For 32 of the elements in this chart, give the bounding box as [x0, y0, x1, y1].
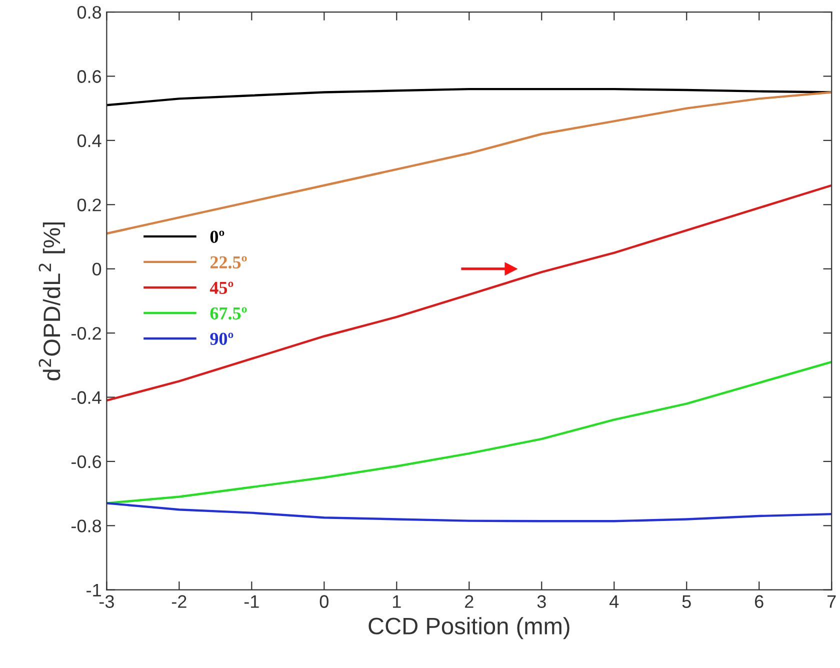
x-tick-label: 1 — [393, 595, 401, 608]
legend-label: 45º — [210, 282, 234, 294]
x-tick-label: 4 — [610, 595, 619, 608]
legend-label: 0º — [210, 230, 224, 243]
x-tick-label: -1 — [244, 595, 259, 608]
x-tick-label: 5 — [682, 595, 691, 608]
x-tick-label: 6 — [755, 595, 764, 608]
line-series — [106, 502, 832, 522]
y-axis-title: d$^{2}$OPD/dL$^{2}$ [%] — [38, 222, 65, 380]
y-tick-label: -1 — [86, 584, 101, 596]
y-tick-label: 0.6 — [77, 70, 102, 83]
y-tick-label: 0.2 — [77, 198, 101, 212]
x-tick-label: 3 — [537, 595, 546, 608]
x-tick-label: -2 — [172, 595, 186, 608]
line-series — [106, 88, 832, 106]
x-tick-label: 2 — [465, 595, 474, 608]
legend-label: 22.5º — [210, 256, 247, 269]
y-tick-label: -0.6 — [72, 455, 102, 468]
line-series — [106, 360, 832, 504]
y-tick-label: -0.4 — [72, 391, 102, 404]
y-tick-label: 0 — [92, 262, 102, 276]
x-tick-label: -3 — [99, 595, 114, 608]
y-tick-label: -0.2 — [72, 326, 101, 340]
y-tick-label: 0.4 — [77, 134, 102, 148]
y-tick-label: 0.8 — [77, 6, 102, 19]
x-axis-title: CCD Position (mm) — [368, 617, 570, 640]
x-tick-label: 0 — [320, 595, 328, 608]
y-tick-label: -0.8 — [72, 520, 102, 532]
legend-label: 90º — [210, 332, 234, 345]
line-series — [106, 184, 832, 402]
legend-label: 67.5º — [210, 307, 247, 320]
x-tick-label: 7 — [828, 595, 836, 608]
